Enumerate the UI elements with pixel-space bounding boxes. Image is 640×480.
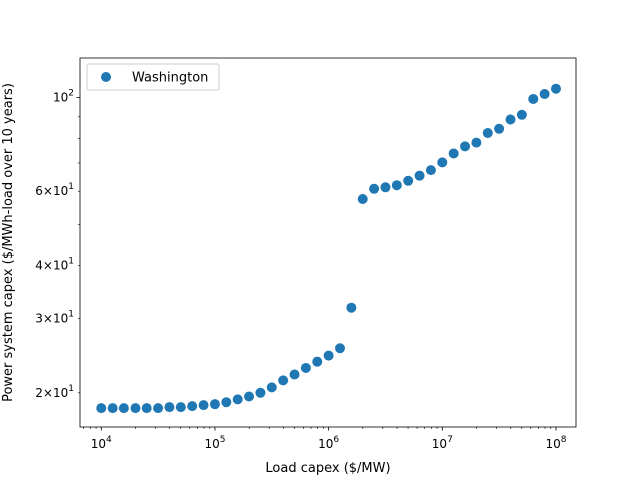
data-point [164, 402, 175, 413]
data-point [198, 400, 209, 411]
data-point [494, 123, 505, 134]
y-tick-label: 3×101 [35, 309, 74, 325]
x-tick-label: 106 [318, 435, 339, 451]
plot-frame [79, 57, 577, 428]
data-point [289, 369, 300, 380]
data-point [425, 165, 436, 176]
data-point [414, 170, 425, 181]
data-point [391, 180, 402, 191]
data-point [232, 394, 243, 405]
data-point [471, 137, 482, 148]
data-point [187, 401, 198, 412]
data-point [380, 182, 391, 193]
data-point [130, 403, 141, 414]
data-point [335, 343, 345, 354]
data-point [369, 183, 380, 194]
data-point [528, 93, 539, 104]
data-point [516, 109, 527, 120]
data-point [244, 391, 255, 402]
legend-box [86, 63, 220, 91]
data-point [403, 175, 414, 186]
data-point [266, 382, 277, 393]
data-point [255, 387, 266, 398]
x-axis: 104 105 106 107 108 [83, 427, 567, 451]
legend-marker [101, 72, 111, 82]
data-point [539, 89, 550, 100]
y-axis-label: Power system capex ($/MWh-load over 10 y… [1, 83, 16, 402]
data-point [505, 114, 516, 125]
x-tick-label: 107 [432, 435, 453, 451]
data-point [278, 375, 289, 386]
data-point [312, 356, 323, 367]
data-point [141, 403, 152, 414]
y-tick-label: 2×101 [35, 384, 74, 400]
data-point [300, 362, 311, 373]
data-point [448, 148, 459, 159]
data-point [221, 397, 232, 408]
x-tick-label: 108 [545, 435, 566, 451]
x-axis-label: Load capex ($/MW) [265, 461, 390, 476]
y-tick-label: 4×101 [35, 257, 74, 273]
data-point [482, 128, 493, 138]
data-point [96, 403, 107, 414]
y-axis: 2×101 3×101 4×101 6×101 102 [35, 88, 80, 400]
data-point [357, 194, 368, 205]
data-point [153, 403, 164, 414]
x-tick-label: 104 [91, 435, 112, 451]
data-point [460, 141, 471, 152]
data-point [107, 403, 118, 414]
data-points [96, 83, 561, 414]
data-point [437, 157, 448, 168]
legend-label: Washington [132, 71, 208, 86]
y-tick-label: 102 [53, 88, 74, 104]
data-point [346, 302, 357, 313]
legend: Washington [86, 63, 220, 91]
data-point [323, 350, 334, 361]
x-tick-label: 105 [204, 435, 225, 451]
y-tick-label: 6×101 [35, 182, 74, 198]
data-point [118, 403, 129, 414]
data-point [209, 399, 220, 410]
data-point [175, 402, 186, 413]
data-point [550, 83, 561, 94]
